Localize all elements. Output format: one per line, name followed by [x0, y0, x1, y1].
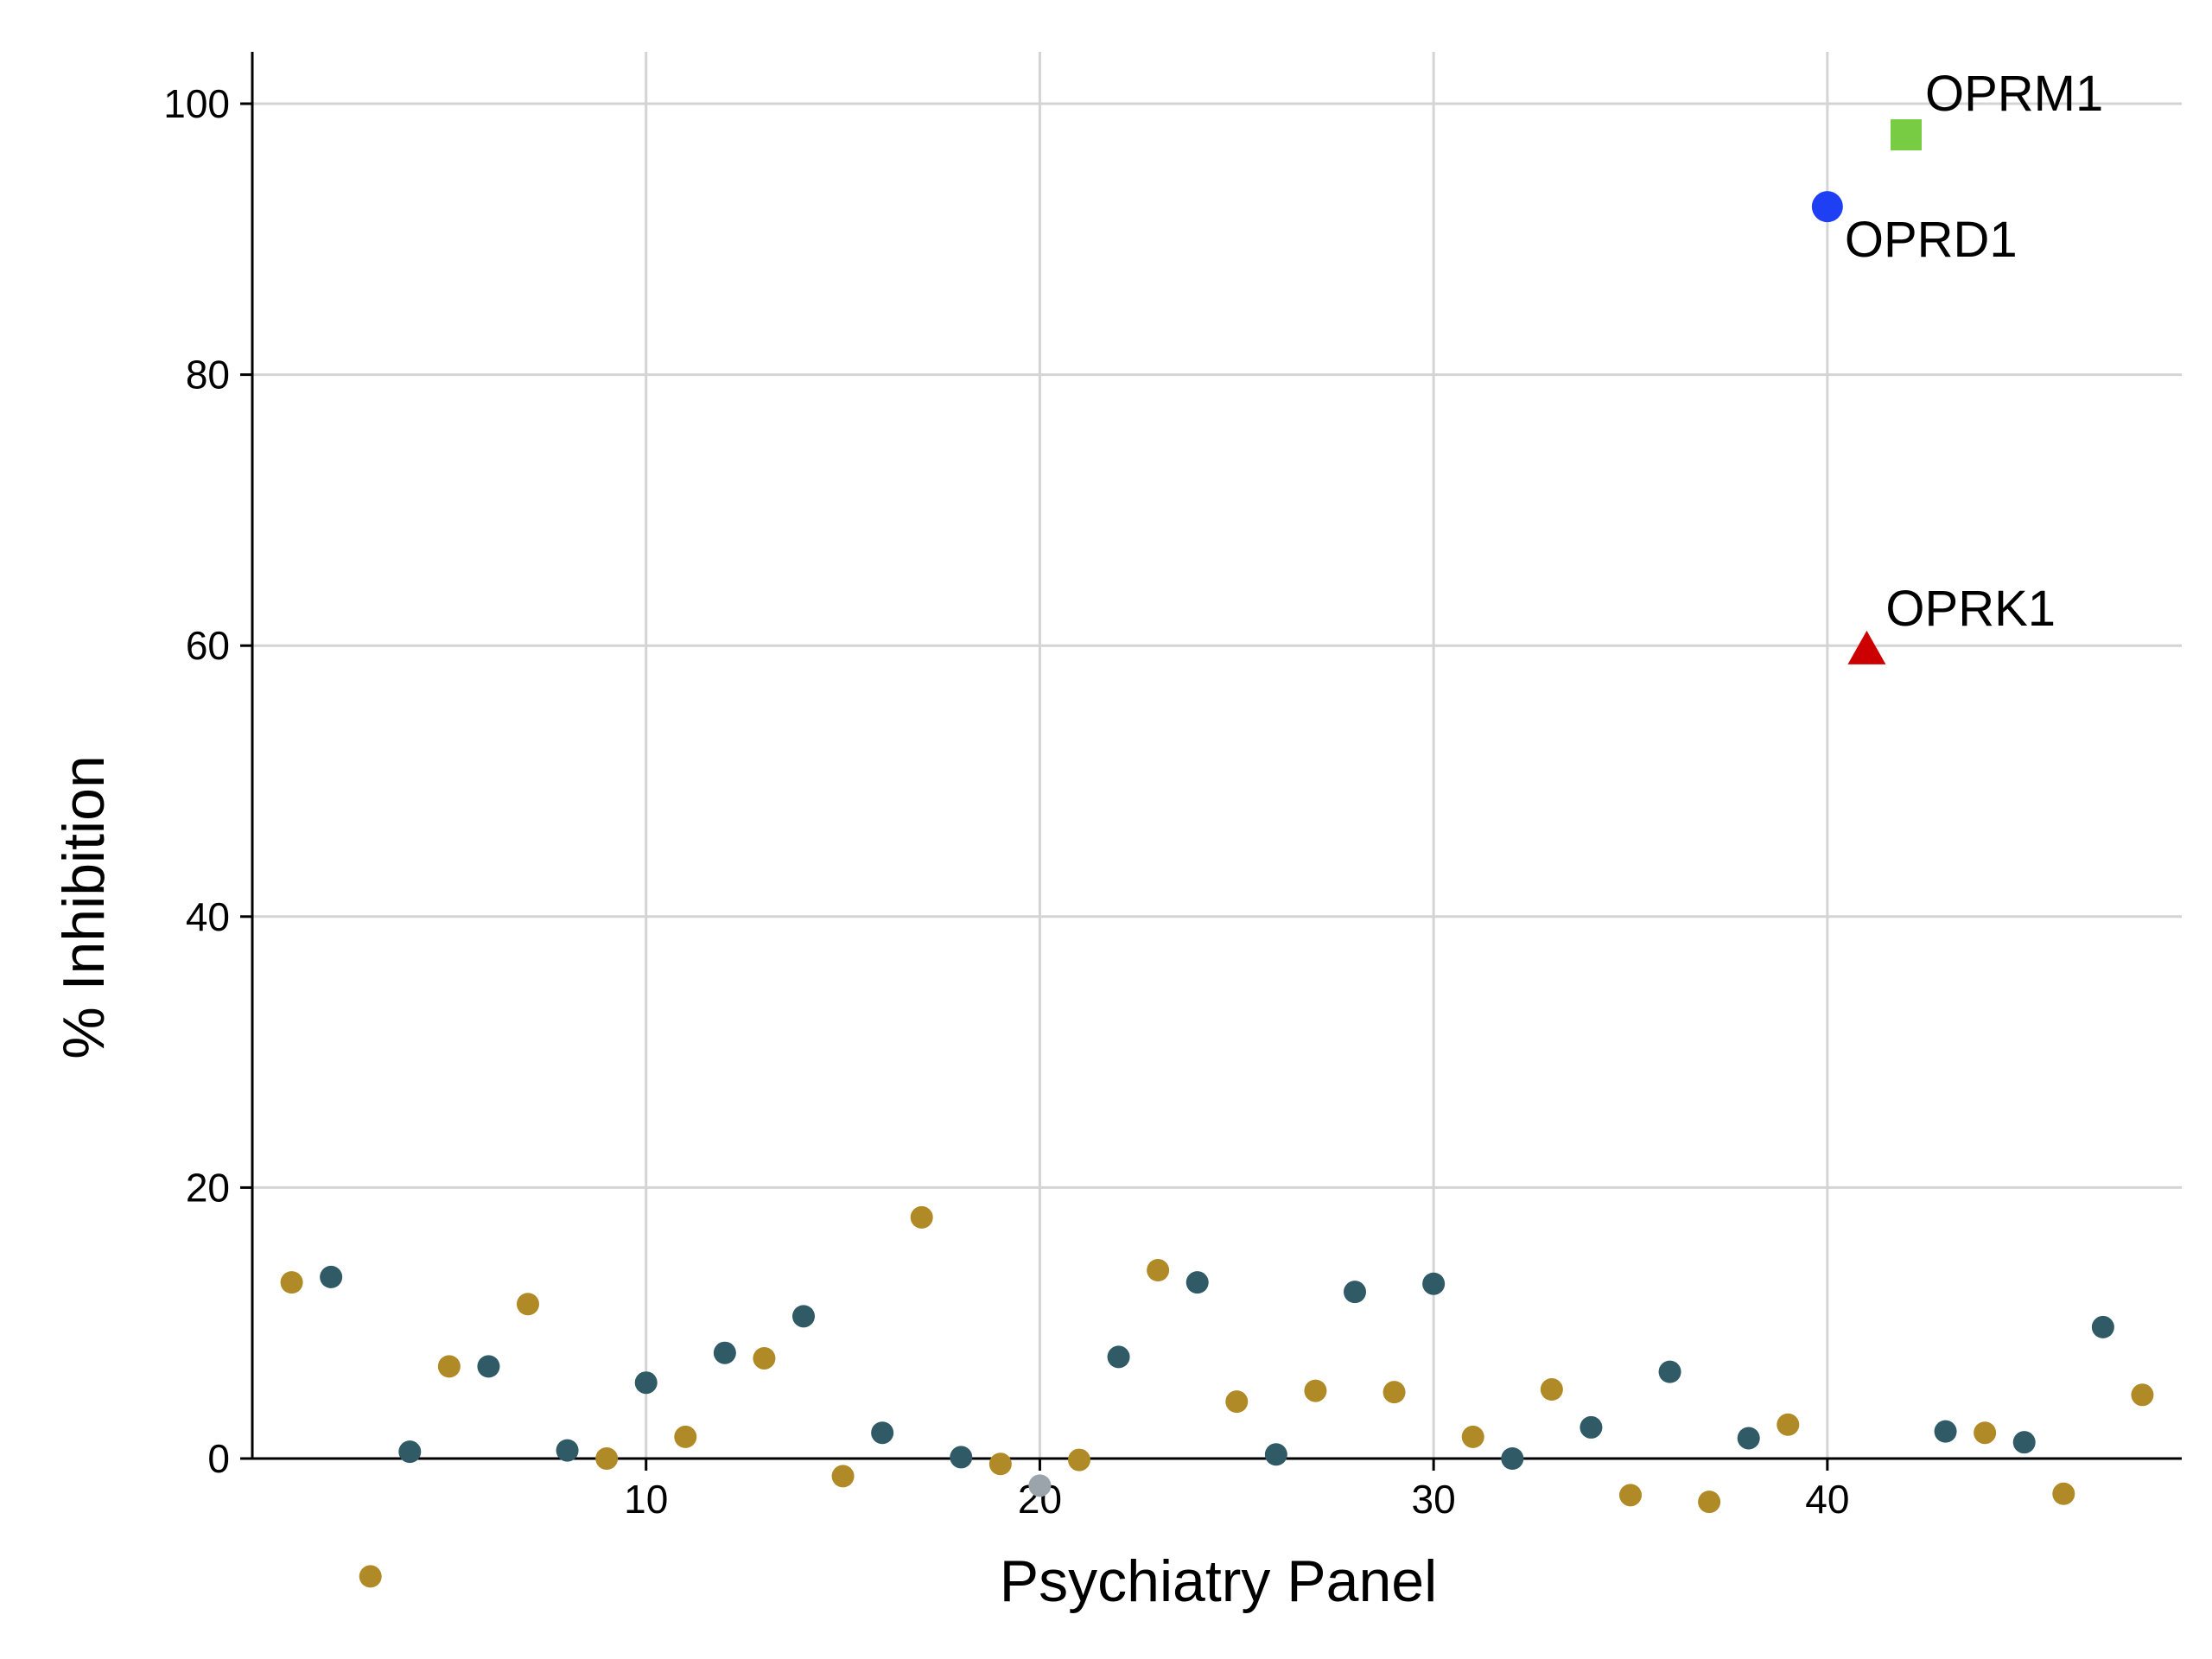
x-axis-label: Psychiatry Panel	[1000, 1548, 1437, 1614]
data-point-45	[2012, 1431, 2036, 1454]
data-point-1	[280, 1271, 303, 1294]
data-point-37	[1698, 1491, 1721, 1514]
y-tick-label-80: 80	[186, 353, 230, 397]
data-point-19	[988, 1452, 1012, 1476]
data-point-38	[1737, 1427, 1760, 1450]
data-point-5	[437, 1355, 461, 1378]
data-point-31	[1461, 1425, 1484, 1448]
data-point-12	[713, 1341, 736, 1364]
data-point-22	[1107, 1345, 1130, 1369]
y-tick-label-20: 20	[186, 1165, 230, 1210]
data-point-25	[1225, 1390, 1249, 1414]
data-point-20	[1028, 1474, 1052, 1497]
y-axis-label: % Inhibition	[51, 755, 117, 1059]
y-tick-label-60: 60	[186, 623, 230, 668]
data-point-43	[1934, 1420, 1957, 1443]
y-tick-label-100: 100	[163, 81, 230, 126]
data-point-9	[595, 1447, 619, 1470]
data-point-36	[1658, 1360, 1681, 1383]
highlight-point-oprk1	[1847, 630, 1886, 664]
data-point-47	[2091, 1315, 2114, 1338]
data-point-18	[950, 1446, 973, 1469]
data-point-11	[674, 1425, 697, 1448]
point-label-oprk1: OPRK1	[1885, 581, 2056, 637]
data-point-13	[753, 1346, 776, 1370]
point-label-oprd1: OPRD1	[1845, 212, 2018, 268]
data-point-34	[1580, 1415, 1603, 1439]
highlighted-points: OPRD1 OPRK1 OPRM1	[1811, 66, 2103, 664]
data-point-4	[398, 1440, 422, 1464]
data-point-48	[2131, 1383, 2154, 1407]
x-tick-label-40: 40	[1805, 1477, 1849, 1522]
data-point-21	[1068, 1448, 1090, 1471]
data-point-17	[910, 1205, 933, 1229]
data-point-44	[1974, 1421, 1997, 1445]
data-point-10	[634, 1371, 658, 1395]
data-point-7	[517, 1293, 539, 1316]
data-point-35	[1619, 1484, 1642, 1507]
x-tick-label-30: 30	[1412, 1477, 1456, 1522]
data-point-3	[359, 1565, 382, 1588]
x-tick-label-10: 10	[624, 1477, 668, 1522]
data-point-28	[1344, 1281, 1366, 1304]
data-point-29	[1382, 1381, 1406, 1404]
data-point-2	[320, 1265, 343, 1288]
data-point-26	[1264, 1443, 1287, 1466]
data-point-8	[556, 1439, 579, 1462]
data-point-32	[1501, 1447, 1524, 1470]
y-tick-label-40: 40	[186, 894, 230, 939]
data-point-14	[792, 1305, 815, 1328]
data-points	[280, 1205, 2154, 1588]
y-tick-label-0: 0	[207, 1436, 230, 1481]
data-point-6	[477, 1355, 500, 1378]
data-point-16	[871, 1421, 894, 1445]
highlight-point-oprd1	[1811, 191, 1843, 223]
highlight-point-oprm1	[1891, 119, 1922, 151]
data-point-24	[1185, 1271, 1209, 1294]
data-point-39	[1777, 1413, 1800, 1436]
point-label-oprm1: OPRM1	[1925, 66, 2103, 122]
data-point-23	[1147, 1259, 1170, 1282]
data-point-46	[2052, 1482, 2075, 1505]
data-point-15	[831, 1465, 855, 1488]
data-point-30	[1422, 1272, 1446, 1295]
data-point-33	[1540, 1378, 1563, 1402]
data-point-27	[1304, 1379, 1327, 1402]
